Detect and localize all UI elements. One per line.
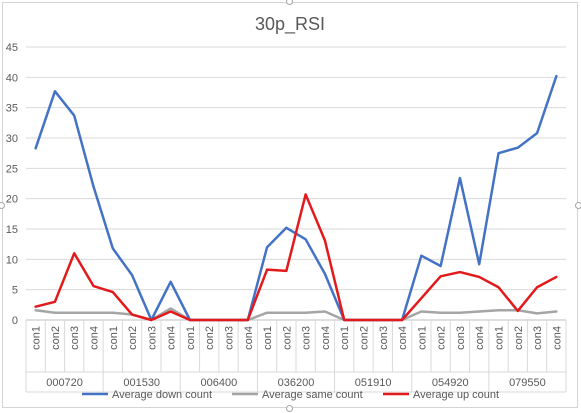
group-label: 006400 — [200, 377, 237, 389]
x-tick-label: con4 — [243, 326, 255, 350]
series-line-3 — [34, 193, 558, 322]
y-axis-ticks: 0 5 10 15 20 25 30 35 40 45 — [6, 42, 18, 327]
x-tick-label: con4 — [166, 326, 178, 350]
x-tick-label: con3 — [69, 326, 81, 350]
x-tick-label: con2 — [436, 326, 448, 350]
x-tick-label: con1 — [416, 326, 428, 350]
x-tick-label: con2 — [359, 326, 371, 350]
group-label: 051910 — [355, 377, 392, 389]
series-line-1 — [34, 74, 558, 322]
x-tick-label: con1 — [31, 326, 43, 350]
legend: Average down count Average same count Aver… — [82, 389, 499, 401]
x-tick-label: con1 — [185, 326, 197, 350]
legend-label: Average up count — [413, 389, 499, 401]
legend-label: Average down count — [112, 389, 212, 401]
chart-title: 30p_RSI — [255, 14, 325, 35]
series-line-2 — [34, 307, 558, 322]
x-tick-label: con2 — [281, 326, 293, 350]
x-tick-label: con3 — [532, 326, 544, 350]
x-tick-label: con1 — [494, 326, 506, 350]
y-tick-label: 45 — [6, 42, 18, 54]
x-tick-label: con3 — [301, 326, 313, 350]
x-tick-label: con3 — [146, 326, 158, 350]
legend-label: Average same count — [262, 389, 363, 401]
y-tick-label: 20 — [6, 194, 18, 206]
resize-handle-bottom[interactable] — [286, 405, 293, 412]
y-tick-label: 30 — [6, 133, 18, 145]
plot-series — [34, 74, 558, 322]
x-tick-label: con4 — [397, 326, 409, 350]
y-tick-label: 0 — [12, 315, 18, 327]
resize-handle-left[interactable] — [0, 202, 5, 209]
x-tick-label: con4 — [551, 326, 563, 350]
x-tick-label: con1 — [339, 326, 351, 350]
x-tick-label: con2 — [204, 326, 216, 350]
y-tick-label: 15 — [6, 224, 18, 236]
y-tick-label: 35 — [6, 103, 18, 115]
x-tick-label: con4 — [89, 326, 101, 350]
x-tick-label: con1 — [108, 326, 120, 350]
x-tick-label: con3 — [378, 326, 390, 350]
x-tick-label: con2 — [50, 326, 62, 350]
x-tick-label: con3 — [224, 326, 236, 350]
y-tick-label: 10 — [6, 254, 18, 266]
x-tick-label: con2 — [127, 326, 139, 350]
y-tick-label: 40 — [6, 72, 18, 84]
resize-handle-right[interactable] — [575, 202, 581, 209]
x-tick-label: con2 — [513, 326, 525, 350]
x-tick-label: con1 — [262, 326, 274, 350]
group-label: 036200 — [278, 377, 315, 389]
group-label: 054920 — [432, 377, 469, 389]
y-tick-label: 25 — [6, 163, 18, 175]
x-tick-label: con3 — [455, 326, 467, 350]
group-label: 000720 — [46, 377, 83, 389]
group-label: 079550 — [509, 377, 546, 389]
y-tick-label: 5 — [12, 285, 18, 297]
x-tick-label: con4 — [474, 326, 486, 350]
group-label: 001530 — [123, 377, 160, 389]
x-axis-category-table: con1 con2 con3 con4 con1 con2 con3 con4 con1 con2… — [25, 320, 567, 393]
x-tick-label: con4 — [320, 326, 332, 350]
resize-handle-top[interactable] — [286, 0, 293, 5]
